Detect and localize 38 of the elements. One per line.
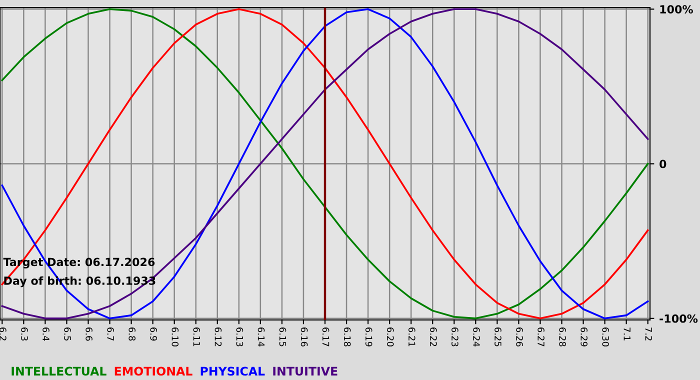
x-tick-label: 6.20 (386, 328, 394, 346)
x-tick-label: 6.17 (322, 328, 330, 346)
x-tick-label: 6.9 (150, 328, 158, 341)
x-tick-label: 6.27 (538, 328, 544, 346)
x-tick-label: 6.8 (128, 328, 136, 341)
x-tick-label: 6.6 (86, 328, 92, 341)
x-tick-label: 7.2 (645, 328, 652, 340)
x-tick-label: 6.11 (193, 328, 200, 346)
x-tick-label: 6.30 (602, 328, 610, 346)
x-tick-label: 6.2 (0, 328, 6, 340)
x-tick-label: 6.21 (408, 328, 416, 346)
x-tick-label: 6.5 (64, 328, 71, 340)
y-tick-label: 0 (660, 160, 666, 168)
x-tick-label: 6.13 (236, 328, 244, 346)
x-tick-label: 6.26 (516, 328, 523, 346)
x-tick-label: 6.7 (107, 328, 114, 340)
x-tick-label: 6.15 (279, 328, 286, 346)
text: INTELLECTUAL (12, 366, 106, 376)
y-tick-label: 100% (660, 5, 693, 14)
x-tick-label: 6.12 (214, 328, 222, 346)
x-tick-label: 6.23 (452, 328, 458, 346)
text: INTUITIVE (273, 366, 338, 376)
x-tick-label: 6.3 (21, 328, 28, 341)
x-tick-label: 6.29 (580, 328, 588, 346)
x-tick-label: 7.1 (624, 328, 630, 340)
x-tick-label: 6.10 (172, 328, 179, 346)
x-tick-label: 6.25 (494, 328, 502, 346)
x-tick-label: 6.28 (559, 328, 566, 346)
x-tick-label: 6.16 (300, 328, 308, 346)
x-tick-label: 6.19 (365, 328, 372, 346)
x-tick-label: 6.14 (258, 328, 265, 346)
x-tick-label: 6.24 (473, 328, 480, 346)
y-tick-label: -100% (660, 314, 698, 323)
x-tick-label: 6.22 (430, 328, 437, 346)
text: PHYSICAL (200, 366, 265, 376)
x-tick-label: 6.18 (344, 328, 351, 346)
text: EMOTIONAL (114, 366, 192, 376)
x-tick-label: 6.4 (42, 328, 50, 341)
